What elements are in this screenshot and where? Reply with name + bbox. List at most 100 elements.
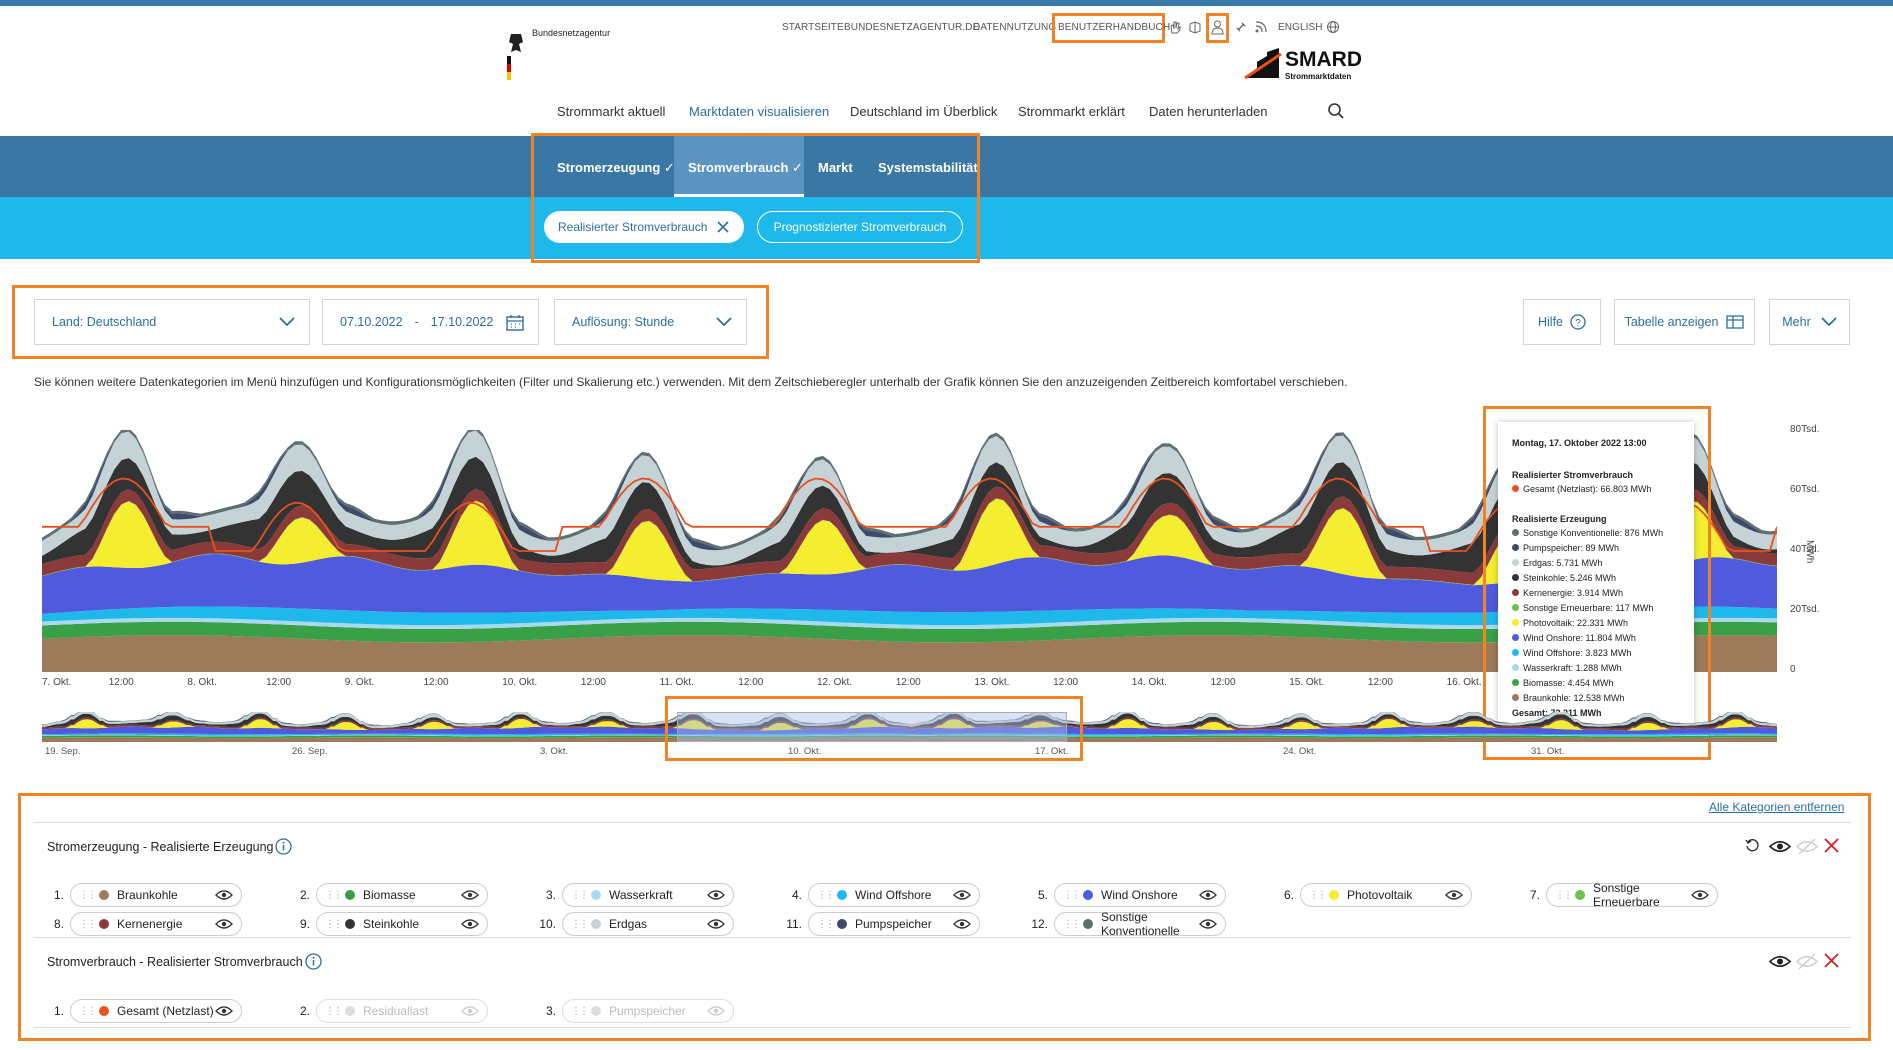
rss-icon[interactable]: [1254, 20, 1268, 34]
visibility-eye-icon[interactable]: [215, 1005, 233, 1017]
remove-all-categories-link[interactable]: Alle Kategorien entfernen: [1709, 800, 1845, 814]
nav-marktdaten-visualisieren[interactable]: Marktdaten visualisieren: [689, 104, 830, 119]
category-chip[interactable]: ⋮⋮ Photovoltaik: [1300, 883, 1472, 907]
nav-daten-herunterladen[interactable]: Daten herunterladen: [1149, 104, 1268, 119]
visibility-eye-icon[interactable]: [953, 889, 971, 901]
tab-systemstabilitaet[interactable]: Systemstabilität: [878, 160, 978, 175]
visibility-eye-icon[interactable]: [461, 918, 479, 930]
category-chip[interactable]: ⋮⋮ Steinkohle: [316, 912, 488, 936]
language-switch[interactable]: ENGLISH: [1278, 22, 1323, 33]
category-chip[interactable]: ⋮⋮ Braunkohle: [70, 883, 242, 907]
drag-handle-icon[interactable]: ⋮⋮: [1555, 889, 1573, 901]
category-chip[interactable]: ⋮⋮ Wind Offshore: [808, 883, 980, 907]
close-icon[interactable]: [717, 221, 729, 233]
remove-section-close-icon[interactable]: [1824, 838, 1839, 853]
show-all-eye-icon[interactable]: [1769, 955, 1791, 968]
area-biomasse[interactable]: [42, 621, 1777, 643]
category-chip[interactable]: ⋮⋮ Sonstige Konventionelle: [1054, 910, 1226, 938]
area-wind-onshore[interactable]: [42, 554, 1777, 614]
drag-handle-icon[interactable]: ⋮⋮: [571, 918, 589, 930]
util-link-startseite[interactable]: STARTSEITE: [782, 22, 844, 33]
visibility-eye-icon[interactable]: [461, 1005, 479, 1017]
visibility-eye-icon[interactable]: [953, 918, 971, 930]
visibility-eye-icon[interactable]: [215, 918, 233, 930]
category-chip[interactable]: ⋮⋮ Pumpspeicher: [562, 999, 734, 1023]
drag-handle-icon[interactable]: ⋮⋮: [325, 918, 343, 930]
visibility-eye-icon[interactable]: [215, 889, 233, 901]
easy-language-icon[interactable]: [1188, 20, 1202, 34]
tab-markt[interactable]: Markt: [818, 160, 853, 175]
area-wind-offshore[interactable]: [42, 606, 1777, 626]
show-all-eye-icon[interactable]: [1769, 840, 1791, 853]
area-steinkohle[interactable]: [42, 456, 1777, 573]
more-button[interactable]: Mehr: [1769, 299, 1850, 345]
visibility-eye-icon[interactable]: [707, 1005, 725, 1017]
hide-all-eye-icon[interactable]: [1796, 953, 1818, 970]
drag-handle-icon[interactable]: ⋮⋮: [79, 889, 97, 901]
category-chip[interactable]: ⋮⋮ Biomasse: [316, 883, 488, 907]
resolution-select[interactable]: Auflösung: Stunde: [554, 299, 747, 345]
x-tick-label: 12. Okt.: [817, 677, 853, 688]
search-icon[interactable]: [1327, 102, 1345, 120]
category-chip[interactable]: ⋮⋮ Pumpspeicher: [808, 912, 980, 936]
time-navigator[interactable]: [42, 712, 1777, 742]
remove-section-close-icon[interactable]: [1824, 953, 1839, 968]
category-chip[interactable]: ⋮⋮ Sonstige Erneuerbare: [1546, 881, 1718, 909]
util-link-datennutzung[interactable]: DATENNUTZUNG: [973, 22, 1057, 33]
info-icon[interactable]: [305, 953, 322, 970]
category-chip[interactable]: ⋮⋮ Erdgas: [562, 912, 734, 936]
show-table-button[interactable]: Tabelle anzeigen: [1614, 299, 1755, 345]
link-icon[interactable]: [1234, 20, 1248, 34]
drag-handle-icon[interactable]: ⋮⋮: [571, 1005, 589, 1017]
visibility-eye-icon[interactable]: [1199, 918, 1217, 930]
visibility-eye-icon[interactable]: [461, 889, 479, 901]
info-icon[interactable]: [275, 838, 292, 855]
date-range-picker[interactable]: 07.10.2022 - 17.10.2022: [322, 299, 539, 345]
visibility-eye-icon[interactable]: [707, 918, 725, 930]
nav-strommarkt-aktuell[interactable]: Strommarkt aktuell: [557, 104, 666, 119]
tab-stromverbrauch[interactable]: Stromverbrauch ✓: [688, 160, 803, 176]
drag-handle-icon[interactable]: ⋮⋮: [817, 889, 835, 901]
help-button[interactable]: Hilfe ?: [1523, 299, 1601, 345]
drag-handle-icon[interactable]: ⋮⋮: [1063, 889, 1081, 901]
category-chip[interactable]: ⋮⋮ Kernenergie: [70, 912, 242, 936]
area-photovoltaik[interactable]: [42, 498, 1777, 586]
visibility-eye-icon[interactable]: [1199, 889, 1217, 901]
drag-handle-icon[interactable]: ⋮⋮: [325, 1005, 343, 1017]
nav-strommarkt-erklaert[interactable]: Strommarkt erklärt: [1018, 104, 1125, 119]
visibility-eye-icon[interactable]: [707, 889, 725, 901]
drag-handle-icon[interactable]: ⋮⋮: [1309, 889, 1327, 901]
visibility-eye-icon[interactable]: [1691, 889, 1709, 901]
chart-tooltip: Montag, 17. Oktober 2022 13:00 Realisier…: [1498, 422, 1694, 736]
drag-handle-icon[interactable]: ⋮⋮: [1063, 918, 1081, 930]
nav-deutschland-im-ueberblick[interactable]: Deutschland im Überblick: [850, 104, 998, 119]
drag-handle-icon[interactable]: ⋮⋮: [817, 918, 835, 930]
drag-handle-icon[interactable]: ⋮⋮: [325, 889, 343, 901]
area-wasserkraft[interactable]: [42, 617, 1777, 629]
chevron-down-icon: ✓: [792, 160, 803, 175]
pill-realisierter-stromverbrauch[interactable]: Realisierter Stromverbrauch: [544, 211, 744, 243]
reset-icon[interactable]: [1745, 838, 1760, 853]
category-chip[interactable]: ⋮⋮ Wind Onshore: [1054, 883, 1226, 907]
globe-icon[interactable]: [1326, 20, 1340, 34]
drag-handle-icon[interactable]: ⋮⋮: [79, 918, 97, 930]
navigator-selection-handle[interactable]: [677, 712, 1067, 742]
category-chip[interactable]: ⋮⋮ Gesamt (Netzlast): [70, 999, 242, 1023]
sign-language-icon[interactable]: [1168, 20, 1182, 34]
user-icon[interactable]: [1210, 19, 1225, 35]
util-link-benutzerhandbuch[interactable]: BENUTZERHANDBUCH: [1058, 22, 1171, 33]
drag-handle-icon[interactable]: ⋮⋮: [571, 889, 589, 901]
drag-handle-icon[interactable]: ⋮⋮: [79, 1005, 97, 1017]
line-gesamt-netzlast[interactable]: [42, 477, 1777, 552]
area-braunkohle[interactable]: [42, 635, 1777, 672]
util-link-bna[interactable]: BUNDESNETZAGENTUR.DE: [844, 22, 980, 33]
area-erdgas[interactable]: [42, 430, 1777, 566]
visibility-eye-icon[interactable]: [1445, 889, 1463, 901]
country-select[interactable]: Land: Deutschland: [34, 299, 310, 345]
pill-prognostizierter-stromverbrauch[interactable]: Prognostizierter Stromverbrauch: [757, 211, 963, 243]
category-chip[interactable]: ⋮⋮ Residuallast: [316, 999, 488, 1023]
category-chip[interactable]: ⋮⋮ Wasserkraft: [562, 883, 734, 907]
tab-stromerzeugung[interactable]: Stromerzeugung ✓: [557, 160, 675, 176]
hide-all-eye-icon[interactable]: [1796, 838, 1818, 855]
main-stacked-area-chart[interactable]: [42, 430, 1777, 672]
